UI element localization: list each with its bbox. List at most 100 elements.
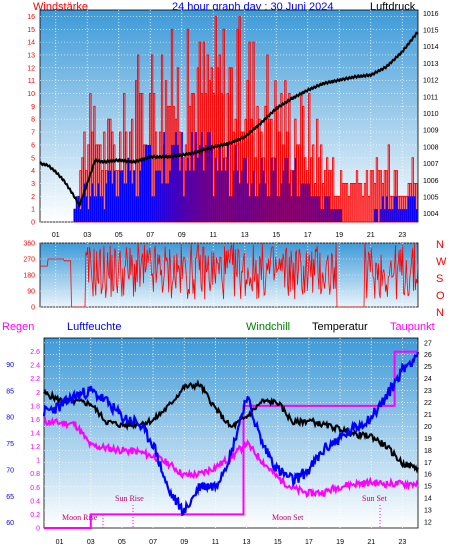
wind-bar <box>115 196 118 222</box>
wind-y-tick-label: 13 <box>27 52 35 59</box>
wind-bar <box>93 196 96 222</box>
x-tick-label: 05 <box>115 232 123 239</box>
humidity-label: Luftfeuchte <box>67 321 121 333</box>
wind-bar <box>414 196 416 222</box>
wind-bar <box>310 196 313 222</box>
wind-bar <box>79 209 82 222</box>
wind-y-tick-label: 1 <box>31 207 35 214</box>
wind-y-tick-label: 0 <box>31 220 35 227</box>
rain-label: Regen <box>2 321 34 333</box>
temp-y-tick-label: 25 <box>424 364 432 371</box>
x-tick-label: 15 <box>274 539 282 546</box>
temp-y-tick-label: 22 <box>424 400 432 407</box>
wind-bar <box>268 196 271 222</box>
rain-y-tick-label: 0.8 <box>30 471 40 478</box>
rain-y-tick-label: 2 <box>36 390 40 397</box>
humidity-y-tick-label: 75 <box>6 441 14 448</box>
wind-bar <box>201 132 203 222</box>
x-tick-label: 19 <box>335 232 343 239</box>
pressure-y-tick-label: 1005 <box>423 194 439 201</box>
wind-bar <box>374 209 376 222</box>
x-tick-label: 23 <box>399 539 407 546</box>
wind-bar <box>127 157 130 222</box>
rain-y-tick-label: 0.4 <box>30 498 40 505</box>
wind-bar <box>85 196 88 222</box>
gust-bar <box>371 170 375 223</box>
wind-bar <box>272 170 275 222</box>
temperature-line <box>43 379 419 474</box>
wind-bar <box>175 132 177 222</box>
wind-bar <box>183 196 185 222</box>
wind-bar <box>408 196 410 222</box>
direction-y-tick-label: 90 <box>27 289 35 296</box>
temp-y-tick-label: 14 <box>424 496 432 503</box>
temp-y-tick-label: 15 <box>424 484 432 491</box>
wind-bar <box>388 209 390 222</box>
wind-bar <box>406 209 408 222</box>
pressure-y-tick-label: 1004 <box>423 211 439 218</box>
x-tick-label: 11 <box>210 232 217 239</box>
wind-bar <box>109 170 112 222</box>
wind-bar <box>135 196 138 222</box>
wind-direction-trace <box>40 242 419 308</box>
wind-bar <box>280 183 283 222</box>
wind-bar <box>73 209 76 222</box>
humidity-y-tick-label: 85 <box>6 388 14 395</box>
wind-bar <box>221 170 223 222</box>
wind-y-tick-label: 9 <box>31 104 35 111</box>
rain-y-tick-label: 0.6 <box>30 485 40 492</box>
wind-bar <box>286 157 289 222</box>
dir-label-n1: N <box>436 239 444 251</box>
gust-bar <box>361 195 365 223</box>
wind-bar <box>95 196 98 222</box>
wind-bar <box>217 170 219 222</box>
x-tick-label: 03 <box>83 232 91 239</box>
wind-bar <box>139 170 142 222</box>
wind-bar <box>290 196 293 222</box>
wind-bar <box>330 209 333 222</box>
rain-y-tick-label: 2.4 <box>30 363 40 370</box>
wind-bar <box>193 170 195 222</box>
wind-bar <box>207 132 209 222</box>
gust-bar <box>343 183 347 223</box>
wind-bar <box>213 196 215 222</box>
wind-bar <box>276 196 279 222</box>
wind-bar <box>230 196 233 222</box>
wind-y-tick-label: 8 <box>31 117 35 124</box>
wind-bar <box>242 157 245 222</box>
wind-bar <box>229 196 231 222</box>
wind-bar <box>151 196 154 222</box>
wind-bar <box>384 209 386 222</box>
x-tick-label: 17 <box>304 232 312 239</box>
wind-bar <box>246 183 249 222</box>
gust-bar <box>349 183 353 223</box>
wind-bar <box>131 183 134 222</box>
dir-label-n2: N <box>436 307 444 319</box>
rain-line <box>44 350 418 529</box>
x-tick-label: 17 <box>305 539 313 546</box>
wind-bar <box>400 209 402 222</box>
wind-bar <box>332 209 335 222</box>
wind-bar <box>149 144 152 222</box>
wind-bar <box>312 196 315 222</box>
wind-bar <box>187 157 189 222</box>
temp-y-tick-label: 12 <box>424 520 432 527</box>
wind-y-tick-label: 3 <box>31 181 35 188</box>
rain-y-tick-label: 1.8 <box>30 403 40 410</box>
wind-bar <box>324 196 327 222</box>
pressure-y-tick-label: 1013 <box>423 61 439 68</box>
wind-bar <box>318 196 321 222</box>
gust-bar <box>367 195 371 223</box>
x-tick-label: 01 <box>52 232 60 239</box>
wind-bar <box>412 196 414 222</box>
wind-bar <box>270 157 273 222</box>
wind-bar <box>336 209 339 222</box>
wind-bar <box>197 157 199 222</box>
wind-bar <box>256 196 259 222</box>
gust-bar <box>359 183 363 223</box>
x-tick-label: 21 <box>367 232 375 239</box>
pressure-y-tick-label: 1011 <box>423 94 438 101</box>
x-tick-label: 07 <box>149 539 157 546</box>
wind-y-tick-label: 16 <box>27 14 35 21</box>
humidity-y-tick-label: 90 <box>6 362 14 369</box>
